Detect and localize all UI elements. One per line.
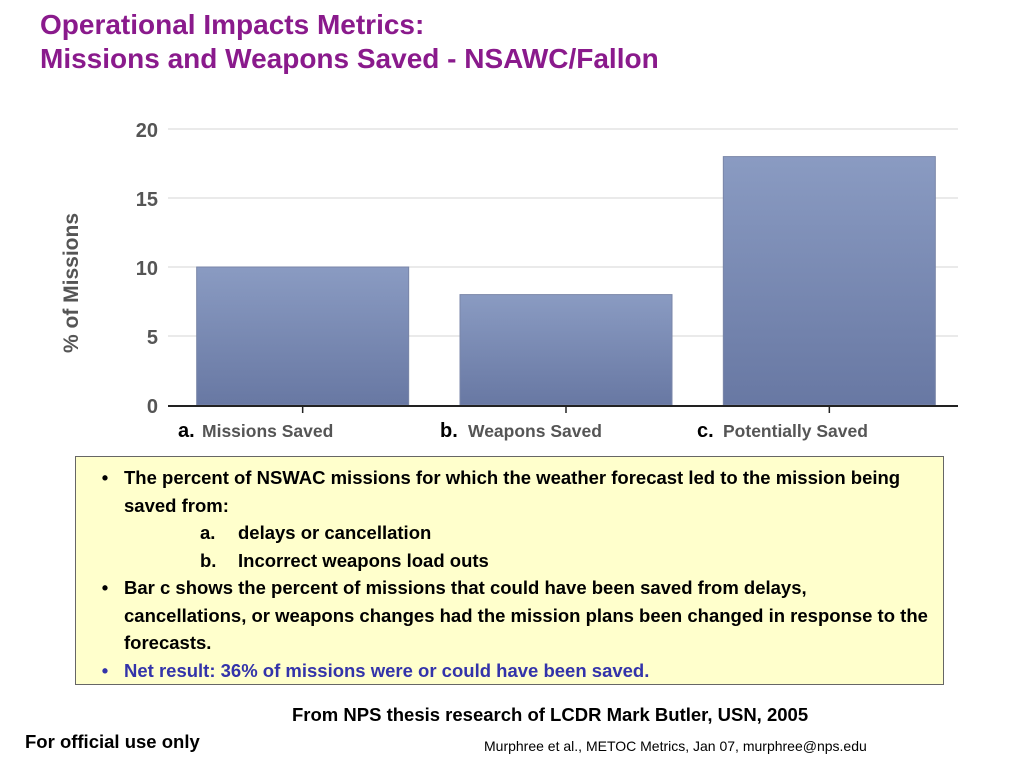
note-text-2: Bar c shows the percent of missions that… <box>124 577 928 653</box>
category-prefix: c. <box>697 420 714 442</box>
note-bullet-3: • Net result: 36% of missions were or co… <box>86 657 929 685</box>
slide-title: Operational Impacts Metrics: Missions an… <box>40 8 659 76</box>
y-tick-label: 20 <box>136 120 158 142</box>
bars <box>196 156 936 406</box>
subitem-marker-b: b. <box>200 549 217 571</box>
y-tick-label: 5 <box>147 327 158 349</box>
note-text-3: Net result: 36% of missions were or coul… <box>124 659 650 681</box>
axes <box>168 405 958 413</box>
bullet-dot: • <box>101 577 109 598</box>
note-text-1: The percent of NSWAC missions for which … <box>124 467 901 516</box>
x-tick-label: Potentially Saved <box>723 421 868 441</box>
x-tick-label: Missions Saved <box>202 421 333 441</box>
note-subitem-a: a. delays or cancellation <box>86 519 929 547</box>
title-line-2: Missions and Weapons Saved - NSAWC/Fallo… <box>40 43 659 74</box>
bar-chart: 0 5 10 15 20 Missions Saved a. Weapons Saved b. P… <box>60 120 958 442</box>
bar-2 <box>459 294 673 406</box>
author-credit: Murphree et al., METOC Metrics, Jan 07, … <box>484 738 867 754</box>
bar-3 <box>722 156 936 406</box>
x-tick-label: Weapons Saved <box>468 421 602 441</box>
official-use-label: For official use only <box>25 731 200 752</box>
bar-1 <box>196 266 410 406</box>
category-prefix: a. <box>178 420 195 442</box>
bullet-dot: • <box>101 467 109 488</box>
note-subitem-b: b. Incorrect weapons load outs <box>86 547 929 575</box>
notes-box: • The percent of NSWAC missions for whic… <box>75 456 944 685</box>
subitem-marker-a: a. <box>200 522 216 543</box>
labels: 0 5 10 15 20 Missions Saved a. Weapons Saved b. P… <box>60 120 868 442</box>
subitem-text-b: Incorrect weapons load outs <box>238 549 489 571</box>
category-prefix: b. <box>440 420 458 442</box>
y-axis-label: % of Missions <box>60 213 83 353</box>
y-tick-label: 10 <box>136 258 158 280</box>
note-bullet-2: • Bar c shows the percent of missions th… <box>86 574 929 657</box>
title-line-1: Operational Impacts Metrics: <box>40 9 425 40</box>
subitem-text-a: delays or cancellation <box>238 522 432 543</box>
y-tick-label: 0 <box>147 396 158 418</box>
note-bullet-1: • The percent of NSWAC missions for whic… <box>86 464 929 519</box>
source-citation: From NPS thesis research of LCDR Mark Bu… <box>292 704 809 725</box>
bullet-dot: • <box>101 659 109 681</box>
y-tick-label: 15 <box>136 189 158 211</box>
